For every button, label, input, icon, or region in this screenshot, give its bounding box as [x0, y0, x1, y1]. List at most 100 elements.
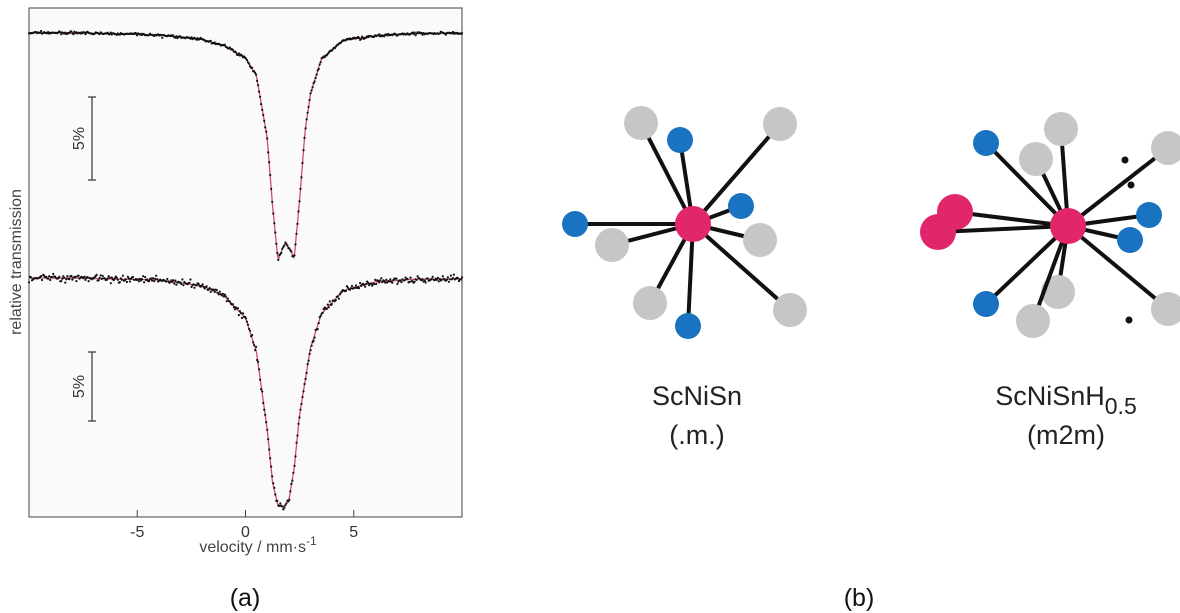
- scale-bar-label: 5%: [71, 127, 88, 150]
- data-point: [288, 498, 291, 501]
- data-point: [151, 279, 154, 282]
- data-point: [107, 275, 110, 278]
- blue-atom: [973, 291, 999, 317]
- data-point: [364, 285, 367, 288]
- data-point: [267, 151, 270, 154]
- data-point: [344, 289, 347, 292]
- data-point: [300, 402, 303, 406]
- data-point: [83, 275, 86, 278]
- bond: [984, 224, 1070, 306]
- data-point: [127, 277, 130, 280]
- data-point: [209, 39, 212, 42]
- data-point: [269, 457, 272, 460]
- data-point: [39, 31, 42, 34]
- data-point: [281, 505, 284, 508]
- data-point: [349, 287, 353, 290]
- data-point: [313, 80, 316, 83]
- data-point: [100, 277, 103, 280]
- data-point: [60, 33, 63, 36]
- bond: [639, 122, 695, 225]
- data-point: [120, 278, 123, 281]
- data-point: [252, 341, 255, 344]
- data-point: [224, 295, 227, 298]
- data-point: [244, 317, 248, 320]
- data-point: [448, 278, 451, 281]
- data-point: [208, 287, 211, 290]
- data-point: [266, 428, 269, 431]
- grey-atom: [633, 286, 667, 320]
- data-point: [259, 95, 262, 98]
- data-point: [279, 502, 282, 505]
- data-point: [135, 34, 139, 37]
- data-point: [413, 280, 416, 283]
- data-point: [118, 281, 121, 284]
- data-point: [112, 279, 115, 282]
- data-point: [423, 279, 426, 282]
- data-point: [128, 280, 131, 283]
- data-point: [406, 277, 409, 280]
- data-point: [161, 36, 164, 39]
- data-point: [285, 242, 288, 245]
- data-point: [245, 59, 249, 62]
- data-point: [254, 349, 257, 352]
- data-point: [175, 283, 178, 286]
- data-point: [286, 244, 289, 247]
- coordination-structures: [562, 106, 1180, 339]
- data-point: [441, 275, 444, 278]
- data-point: [287, 500, 290, 503]
- data-point: [272, 212, 275, 215]
- data-point: [301, 395, 304, 399]
- data-point: [424, 281, 427, 284]
- data-point: [238, 310, 241, 313]
- data-point: [124, 278, 127, 281]
- data-point: [270, 465, 273, 468]
- data-point: [125, 280, 128, 284]
- blue-atom: [675, 313, 701, 339]
- data-point: [173, 282, 176, 285]
- data-point: [109, 31, 112, 34]
- data-point: [383, 280, 386, 283]
- data-point: [40, 29, 43, 33]
- data-point: [360, 37, 363, 41]
- coordination-polyhedron-1: [562, 106, 807, 339]
- data-point: [218, 290, 221, 293]
- data-point: [47, 277, 50, 280]
- data-point: [420, 31, 423, 35]
- data-point: [247, 62, 251, 65]
- data-point: [416, 275, 419, 278]
- data-point: [265, 130, 268, 133]
- data-point: [276, 499, 279, 503]
- data-point: [426, 277, 429, 280]
- data-point: [217, 293, 220, 296]
- data-point: [305, 118, 308, 121]
- data-point: [460, 31, 464, 35]
- data-point: [294, 455, 297, 458]
- data-point: [373, 283, 376, 286]
- data-point: [310, 89, 313, 92]
- data-point: [239, 312, 243, 315]
- data-point: [409, 276, 412, 279]
- data-point: [263, 408, 266, 411]
- data-point: [291, 479, 294, 482]
- data-point: [228, 300, 231, 303]
- data-point: [190, 36, 193, 39]
- data-point: [411, 280, 414, 283]
- data-point: [63, 276, 66, 279]
- data-point: [421, 278, 424, 281]
- data-point: [140, 278, 144, 281]
- data-point: [399, 279, 402, 282]
- x-axis-title-exp: -1: [306, 534, 317, 548]
- data-point: [378, 33, 381, 36]
- data-point: [195, 284, 198, 287]
- data-point: [215, 288, 218, 292]
- data-point: [68, 278, 71, 281]
- data-point: [264, 413, 267, 416]
- data-point: [302, 149, 305, 152]
- data-point: [256, 358, 259, 362]
- data-point: [460, 276, 464, 279]
- data-point: [303, 382, 306, 386]
- data-point: [268, 448, 271, 451]
- data-point: [430, 277, 433, 280]
- data-point: [182, 284, 185, 287]
- data-point: [109, 282, 112, 285]
